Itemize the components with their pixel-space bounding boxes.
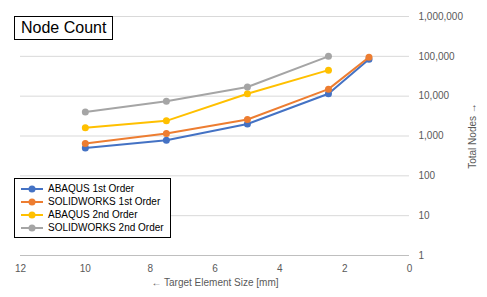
svg-text:10: 10 bbox=[419, 210, 431, 221]
svg-text:6: 6 bbox=[212, 263, 218, 274]
svg-text:4: 4 bbox=[277, 263, 283, 274]
html-text:Node Count: Node Count bbox=[21, 19, 107, 36]
svg-text:2: 2 bbox=[342, 263, 348, 274]
svg-text:Total Nodes →: Total Nodes → bbox=[467, 103, 478, 169]
svg-text:1,000,000: 1,000,000 bbox=[419, 11, 464, 22]
svg-text:12: 12 bbox=[15, 263, 27, 274]
svg-text:1: 1 bbox=[419, 250, 425, 261]
svg-text:0: 0 bbox=[407, 263, 413, 274]
svg-text:10,000: 10,000 bbox=[419, 90, 450, 101]
svg-text:100,000: 100,000 bbox=[419, 51, 456, 62]
html-text:SOLIDWORKS 1st Order: SOLIDWORKS 1st Order bbox=[48, 196, 161, 207]
html-text:ABAQUS 2nd Order: ABAQUS 2nd Order bbox=[48, 209, 138, 220]
html-text:SOLIDWORKS 2nd Order: SOLIDWORKS 2nd Order bbox=[48, 222, 164, 233]
svg-text:1,000: 1,000 bbox=[419, 130, 444, 141]
svg-text:100: 100 bbox=[419, 170, 436, 181]
svg-text:10: 10 bbox=[80, 263, 92, 274]
svg-text:8: 8 bbox=[147, 263, 153, 274]
svg-text:← Target Element Size [mm]: ← Target Element Size [mm] bbox=[151, 277, 278, 288]
html-text:ABAQUS 1st Order: ABAQUS 1st Order bbox=[48, 183, 135, 194]
